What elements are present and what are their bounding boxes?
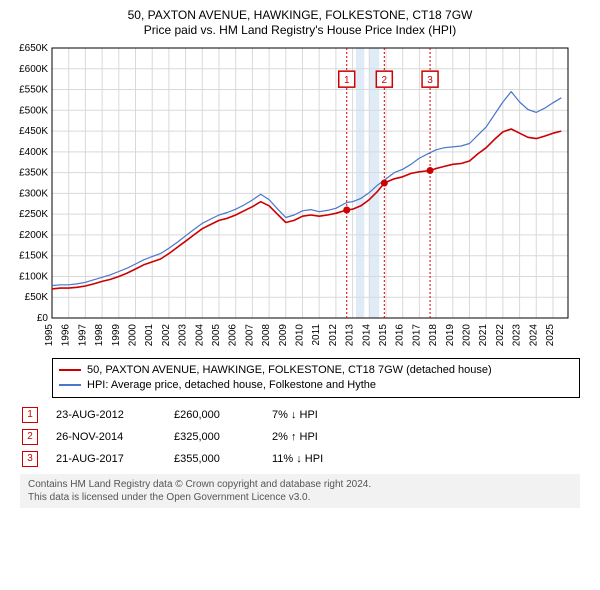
svg-text:£650K: £650K (19, 43, 48, 54)
footer-line-2: This data is licensed under the Open Gov… (28, 491, 572, 504)
svg-text:2013: 2013 (345, 324, 356, 347)
line-chart: £0 £50K £100K £150K £200K £250K £300K £350K £400… (10, 42, 570, 352)
svg-text:1998: 1998 (94, 324, 105, 347)
svg-text:2001: 2001 (144, 324, 155, 347)
footer-line-1: Contains HM Land Registry data © Crown c… (28, 478, 572, 491)
legend-swatch-property (59, 369, 81, 371)
tx-date: 23-AUG-2012 (56, 409, 156, 421)
legend-swatch-hpi (59, 384, 81, 386)
svg-text:2004: 2004 (194, 324, 205, 347)
svg-text:£250K: £250K (19, 209, 48, 220)
svg-text:2012: 2012 (328, 324, 339, 347)
svg-text:2014: 2014 (361, 324, 372, 347)
svg-text:1996: 1996 (61, 324, 72, 347)
transactions-table: 1 23-AUG-2012 £260,000 7% ↓ HPI 2 26-NOV… (22, 404, 580, 470)
chart-title: 50, PAXTON AVENUE, HAWKINGE, FOLKESTONE,… (10, 8, 590, 38)
legend-row-hpi: HPI: Average price, detached house, Folk… (59, 378, 573, 393)
tx-pct-vs-hpi: 7% ↓ HPI (272, 409, 382, 421)
svg-text:£100K: £100K (19, 271, 48, 282)
legend-row-property: 50, PAXTON AVENUE, HAWKINGE, FOLKESTONE,… (59, 363, 573, 378)
svg-text:2006: 2006 (228, 324, 239, 347)
svg-text:2009: 2009 (278, 324, 289, 347)
svg-text:2003: 2003 (178, 324, 189, 347)
svg-text:£200K: £200K (19, 230, 48, 241)
svg-text:£600K: £600K (19, 64, 48, 75)
legend: 50, PAXTON AVENUE, HAWKINGE, FOLKESTONE,… (52, 358, 580, 398)
title-line-1: 50, PAXTON AVENUE, HAWKINGE, FOLKESTONE,… (10, 8, 590, 23)
tx-price: £260,000 (174, 409, 254, 421)
svg-text:2017: 2017 (411, 324, 422, 347)
tx-price: £355,000 (174, 453, 254, 465)
chart-area: £0 £50K £100K £150K £200K £250K £300K £350K £400… (10, 42, 590, 352)
svg-text:2021: 2021 (478, 324, 489, 347)
svg-text:2: 2 (382, 75, 388, 86)
tx-index-badge: 1 (22, 407, 38, 423)
svg-text:1995: 1995 (44, 324, 55, 347)
svg-text:2020: 2020 (461, 324, 472, 347)
svg-text:2002: 2002 (161, 324, 172, 347)
svg-text:£550K: £550K (19, 85, 48, 96)
svg-text:2007: 2007 (244, 324, 255, 347)
svg-text:1999: 1999 (111, 324, 122, 347)
table-row: 2 26-NOV-2014 £325,000 2% ↑ HPI (22, 426, 580, 448)
svg-text:2024: 2024 (528, 324, 539, 347)
svg-text:2023: 2023 (512, 324, 523, 347)
tx-pct-vs-hpi: 2% ↑ HPI (272, 431, 382, 443)
tx-pct-vs-hpi: 11% ↓ HPI (272, 453, 382, 465)
svg-text:£0: £0 (37, 313, 49, 324)
legend-label-hpi: HPI: Average price, detached house, Folk… (87, 378, 376, 393)
legend-label-property: 50, PAXTON AVENUE, HAWKINGE, FOLKESTONE,… (87, 363, 492, 378)
svg-text:1: 1 (344, 75, 350, 86)
table-row: 3 21-AUG-2017 £355,000 11% ↓ HPI (22, 448, 580, 470)
svg-text:2016: 2016 (395, 324, 406, 347)
licence-footer: Contains HM Land Registry data © Crown c… (20, 474, 580, 508)
svg-text:2025: 2025 (545, 324, 556, 347)
svg-text:2019: 2019 (445, 324, 456, 347)
svg-text:£50K: £50K (25, 292, 49, 303)
svg-text:2010: 2010 (294, 324, 305, 347)
svg-text:3: 3 (427, 75, 433, 86)
svg-text:2018: 2018 (428, 324, 439, 347)
svg-text:1997: 1997 (77, 324, 88, 347)
title-line-2: Price paid vs. HM Land Registry's House … (10, 23, 590, 38)
svg-text:£500K: £500K (19, 105, 48, 116)
tx-date: 26-NOV-2014 (56, 431, 156, 443)
svg-text:2000: 2000 (127, 324, 138, 347)
svg-text:2011: 2011 (311, 324, 322, 346)
svg-text:£150K: £150K (19, 251, 48, 262)
tx-index-badge: 2 (22, 429, 38, 445)
tx-price: £325,000 (174, 431, 254, 443)
tx-date: 21-AUG-2017 (56, 453, 156, 465)
svg-text:£400K: £400K (19, 147, 48, 158)
svg-text:£450K: £450K (19, 126, 48, 137)
table-row: 1 23-AUG-2012 £260,000 7% ↓ HPI (22, 404, 580, 426)
svg-text:2005: 2005 (211, 324, 222, 347)
svg-text:£300K: £300K (19, 188, 48, 199)
tx-index-badge: 3 (22, 451, 38, 467)
svg-text:2008: 2008 (261, 324, 272, 347)
svg-text:2015: 2015 (378, 324, 389, 347)
svg-text:2022: 2022 (495, 324, 506, 347)
svg-text:£350K: £350K (19, 168, 48, 179)
